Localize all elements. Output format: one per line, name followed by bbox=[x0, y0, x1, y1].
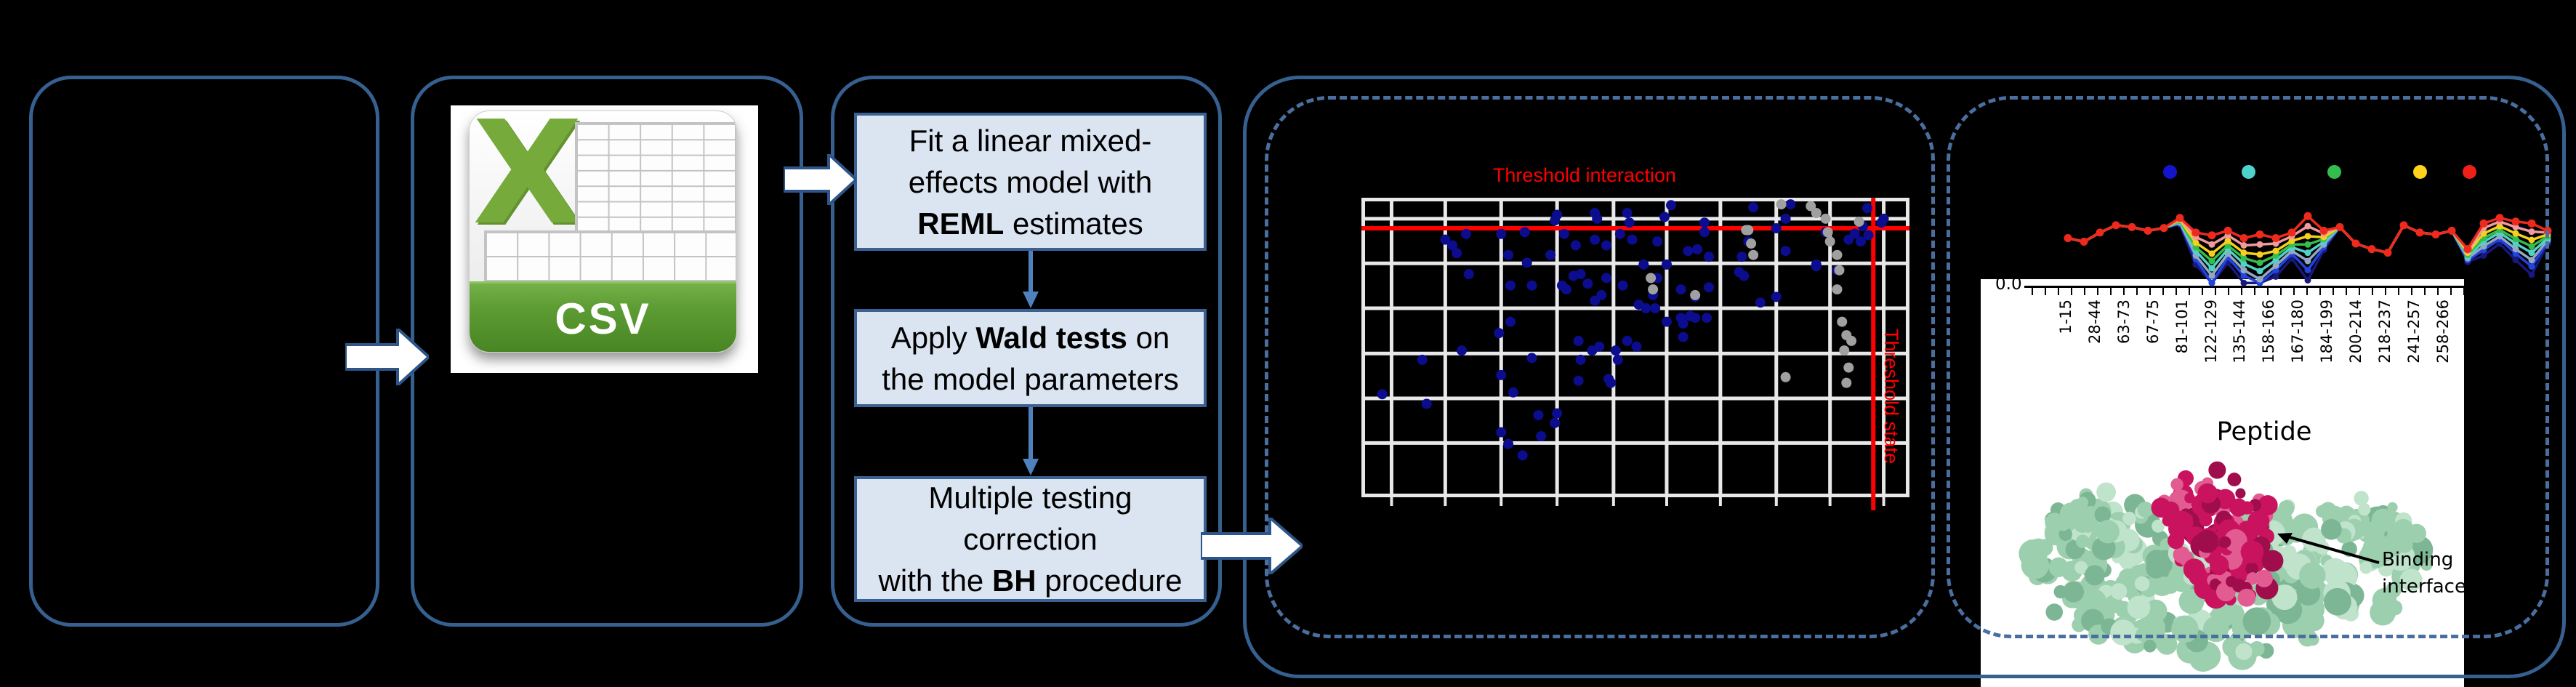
peptide-uptake-linechart bbox=[2064, 212, 2552, 286]
axis-tick bbox=[2097, 288, 2098, 295]
y-axis-tick-label: 0.0 bbox=[1995, 279, 2022, 294]
peptide-structure-image: 0.0 1-15 28-44 63-73 67-75 81-101 122-129 135-… bbox=[1981, 279, 2464, 687]
threshold-state-label: Threshold state bbox=[1880, 329, 1902, 465]
flow-step-line: correction bbox=[963, 522, 1098, 556]
stage-box-4-results bbox=[1243, 76, 2566, 678]
axis-tick bbox=[2346, 288, 2347, 295]
spreadsheet-grid-icon bbox=[575, 122, 736, 233]
spreadsheet-grid-icon bbox=[484, 230, 736, 281]
peptide-axis-title: Peptide bbox=[2216, 417, 2312, 446]
axis-tick bbox=[2215, 288, 2216, 295]
binding-interface-label: Binding interface bbox=[2382, 549, 2464, 598]
arrow-stage3-to-stage4-icon bbox=[1201, 518, 1303, 574]
flow-step-line: Fit a linear mixed- bbox=[909, 123, 1152, 158]
axis-tick bbox=[2319, 288, 2321, 295]
axis-tick bbox=[2385, 288, 2386, 295]
axis-tick bbox=[2267, 288, 2269, 295]
csv-label: CSV bbox=[555, 294, 651, 343]
axis-tick bbox=[2175, 288, 2177, 295]
axis-tick bbox=[2136, 288, 2138, 295]
axis-tick bbox=[2149, 288, 2151, 295]
axis-tick bbox=[2424, 288, 2426, 295]
axis-tick bbox=[2058, 288, 2059, 295]
stage-box-1 bbox=[29, 76, 379, 627]
arrow-stage1-to-stage2-icon bbox=[345, 329, 429, 385]
axis-tick bbox=[2359, 288, 2360, 295]
protein-structure-image bbox=[2018, 461, 2434, 672]
flow-step-line: REML estimates bbox=[917, 206, 1143, 241]
axis-tick bbox=[2032, 288, 2033, 295]
legend-dot-icon bbox=[2413, 165, 2427, 179]
stage-box-3-model bbox=[831, 76, 1222, 627]
flow-step-line: effects model with bbox=[908, 164, 1153, 199]
axis-tick bbox=[2241, 288, 2242, 295]
csv-file-icon: X CSV bbox=[469, 111, 737, 353]
axis-tick bbox=[2071, 288, 2072, 295]
legend-dot-icon bbox=[2163, 165, 2177, 179]
axis-tick bbox=[2110, 288, 2112, 295]
axis-tick bbox=[2437, 288, 2439, 295]
flow-step-reml: Fit a linear mixed-effects model with REM… bbox=[854, 113, 1207, 251]
flow-step-line: Multiple testing bbox=[928, 481, 1132, 515]
axis-tick bbox=[2084, 288, 2085, 295]
axis-tick bbox=[2202, 288, 2203, 295]
arrow-down-icon bbox=[1023, 251, 1039, 308]
axis-tick bbox=[2333, 288, 2334, 295]
axis-tick bbox=[2189, 288, 2190, 295]
axis-tick bbox=[2372, 288, 2373, 295]
axis-tick bbox=[2280, 288, 2282, 295]
results-subpanel-scatter bbox=[1265, 96, 1935, 638]
axis-tick bbox=[2162, 288, 2164, 295]
arrow-stage2-to-stage3-icon bbox=[784, 154, 856, 205]
legend-dot-icon bbox=[2242, 165, 2255, 179]
peptide-x-axis bbox=[2024, 286, 2464, 288]
stage-box-2-csv bbox=[411, 76, 803, 627]
axis-tick bbox=[2306, 288, 2308, 295]
axis-tick bbox=[2463, 288, 2464, 295]
axis-tick bbox=[2293, 288, 2295, 295]
flow-step-line: Apply Wald tests on bbox=[890, 320, 1170, 355]
axis-tick bbox=[2411, 288, 2412, 295]
binding-interface-arrow-icon bbox=[2277, 533, 2380, 564]
axis-tick bbox=[2228, 288, 2229, 295]
legend-dot-icon bbox=[2327, 165, 2341, 179]
flow-step-line: the model parameters bbox=[882, 361, 1179, 396]
legend-dot-icon bbox=[2463, 165, 2476, 179]
interaction-scatter-plot bbox=[1361, 198, 1909, 510]
arrow-down-icon bbox=[1023, 407, 1039, 475]
axis-tick bbox=[2398, 288, 2399, 295]
results-subpanel-peptide bbox=[1947, 96, 2549, 638]
axis-tick bbox=[2254, 288, 2255, 295]
flow-step-bh: Multiple testing correction with the BH pr… bbox=[854, 476, 1207, 602]
csv-image-background: X CSV bbox=[451, 105, 758, 373]
axis-tick bbox=[2045, 288, 2046, 295]
flow-step-wald: Apply Wald tests on the model parameters bbox=[854, 309, 1207, 407]
axis-tick bbox=[2450, 288, 2452, 295]
flow-step-line: with the BH procedure bbox=[878, 563, 1183, 598]
axis-tick bbox=[2123, 288, 2125, 295]
threshold-interaction-label: Threshold interaction bbox=[1492, 164, 1677, 186]
csv-banner: CSV bbox=[470, 281, 736, 352]
